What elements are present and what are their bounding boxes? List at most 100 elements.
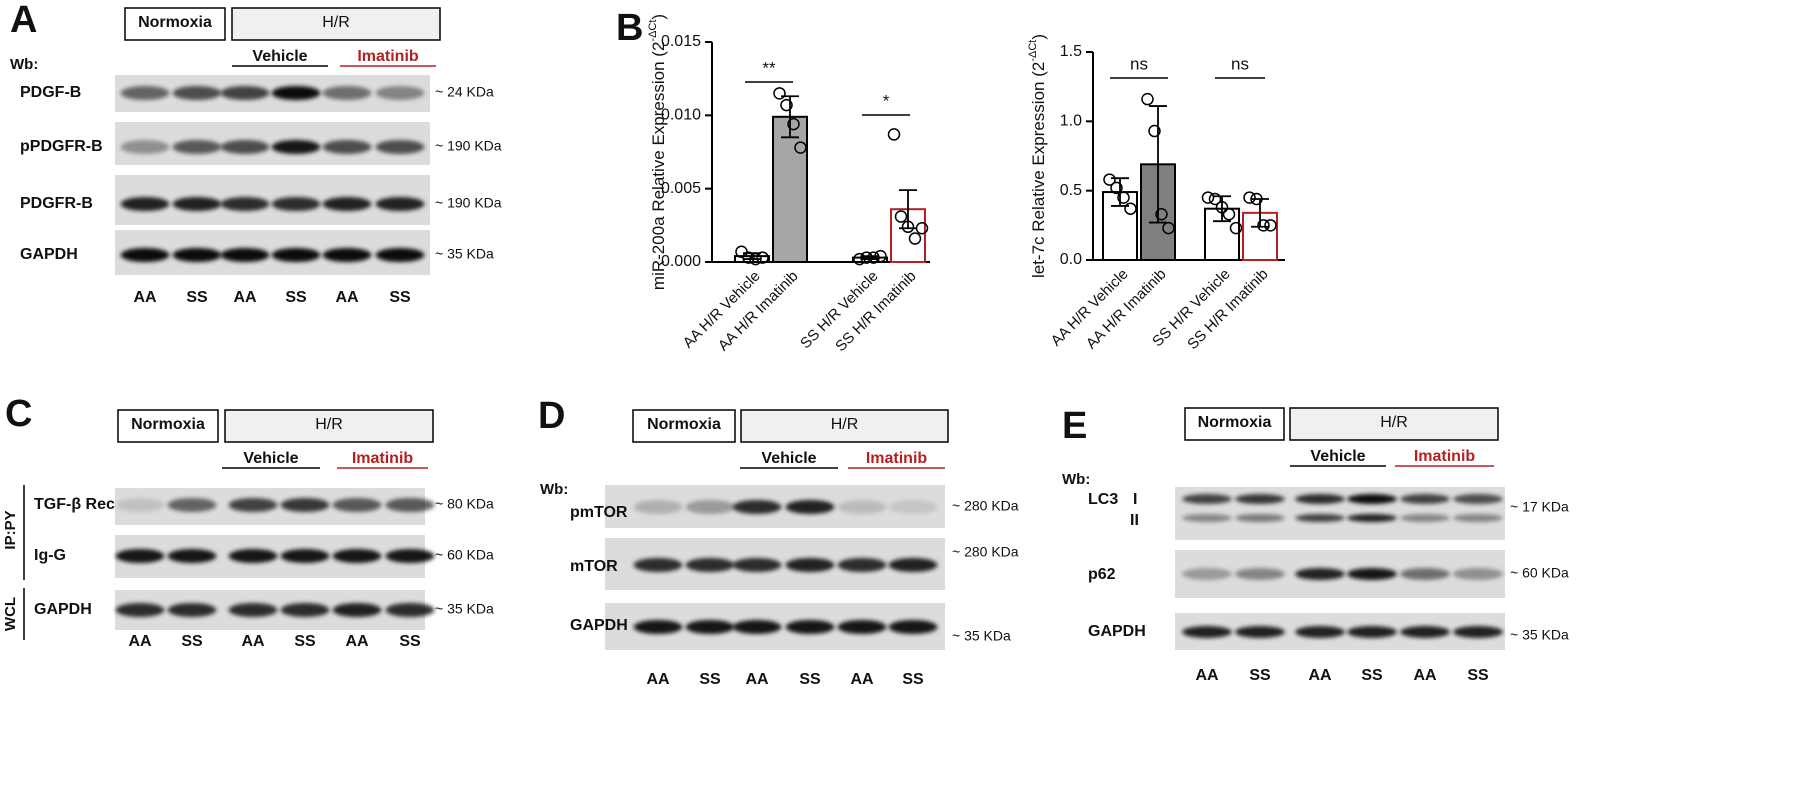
data-point: [1215, 201, 1229, 214]
data-point: [887, 128, 901, 141]
size-label: ~ 190 KDa: [435, 195, 502, 211]
blot-band: [732, 620, 782, 634]
blot-band: [115, 603, 165, 617]
blot-band: [1453, 626, 1503, 638]
blot-band: [1400, 514, 1450, 522]
size-label: ~ 35 KDa: [1510, 627, 1569, 643]
lane-label: SS: [294, 633, 316, 650]
size-label: ~ 17 KDa: [1510, 499, 1569, 515]
data-point: [1162, 221, 1175, 235]
wb-label: Wb:: [10, 56, 38, 73]
vehicle-label: Vehicle: [252, 48, 307, 65]
blot-band: [120, 86, 170, 100]
blot-band: [120, 197, 170, 211]
data-point: [1229, 221, 1243, 235]
blot-band: [837, 558, 887, 572]
data-point: [1141, 92, 1154, 106]
panel-letter: D: [538, 395, 565, 437]
row-label: PDGF-B: [20, 84, 81, 101]
blot-band: [785, 558, 835, 572]
blot-band: [322, 248, 372, 262]
blot-band: [1453, 568, 1503, 580]
blot-band: [280, 549, 330, 563]
significance-label: ns: [1130, 54, 1148, 73]
vehicle-label: Vehicle: [1310, 448, 1365, 465]
data-point: [908, 232, 922, 245]
size-label: ~ 35 KDa: [952, 628, 1011, 644]
blot-band: [322, 86, 372, 100]
normoxia-label: Normoxia: [138, 14, 212, 31]
blot-band: [375, 248, 425, 262]
y-tick-label: 0.0: [1060, 251, 1082, 268]
y-tick-label: 0.5: [1060, 182, 1082, 199]
y-axis-label: miR-200a Relative Expression (2-ΔCt): [647, 14, 669, 290]
lane-label: SS: [399, 633, 421, 650]
side-label: WCL: [2, 597, 19, 631]
data-point: [780, 98, 793, 112]
blot-band: [888, 620, 938, 634]
blot-band: [220, 86, 270, 100]
wb-label: Wb:: [540, 481, 568, 498]
blot-band: [120, 140, 170, 154]
y-label-part: ): [1029, 34, 1048, 40]
blot-band: [685, 620, 735, 634]
data-point: [1124, 202, 1137, 215]
blot-band: [633, 558, 683, 572]
blot-band: [888, 500, 938, 514]
blot-band: [228, 603, 278, 617]
data-point: [853, 252, 866, 266]
blot-band: [837, 620, 887, 634]
blot-band: [280, 603, 330, 617]
lane-label: SS: [181, 633, 203, 650]
data-point: [915, 222, 929, 235]
data-point: [1117, 191, 1130, 204]
hr-box: [224, 409, 434, 443]
blot-band: [375, 86, 425, 100]
imatinib-label: Imatinib: [1414, 448, 1476, 465]
lane-label: SS: [902, 671, 924, 688]
data-point: [1243, 191, 1256, 204]
blot-band: [633, 620, 683, 634]
imatinib-label: Imatinib: [357, 48, 419, 65]
y-label-part: ): [649, 14, 668, 20]
lane-label: AA: [335, 289, 359, 306]
blot-band: [888, 558, 938, 572]
blot-band: [732, 558, 782, 572]
lane-label: SS: [1467, 667, 1489, 684]
bar: [772, 115, 808, 263]
data-point: [901, 220, 915, 234]
size-label: ~ 80 KDa: [435, 496, 494, 512]
normoxia-box: [124, 7, 226, 41]
data-point: [867, 251, 880, 264]
lane-label: AA: [850, 671, 874, 688]
row-label: TGF-β Rec: [34, 496, 115, 513]
lane-label: SS: [186, 289, 208, 306]
blot-band: [1400, 494, 1450, 504]
size-label: ~ 60 KDa: [435, 547, 494, 563]
blot-band: [1295, 626, 1345, 638]
blot-band: [375, 140, 425, 154]
lane-label: AA: [133, 289, 157, 306]
data-point: [1222, 207, 1236, 221]
blot-band: [332, 603, 382, 617]
blot-band: [322, 140, 372, 154]
data-point: [874, 249, 887, 263]
blot-strip: [115, 122, 430, 165]
error-bar: [1213, 195, 1231, 223]
blot-band: [120, 248, 170, 262]
y-tick-label: 1.5: [1060, 43, 1082, 60]
blot-band: [785, 500, 835, 514]
side-label: IP:PY: [2, 510, 19, 549]
row-label: GAPDH: [570, 617, 628, 634]
hr-label: H/R: [322, 14, 350, 31]
row-label: GAPDH: [1088, 623, 1146, 640]
band-label: II: [1130, 512, 1139, 529]
blot-band: [271, 140, 321, 154]
blot-band: [785, 620, 835, 634]
data-point: [794, 141, 807, 154]
blot-band: [1295, 568, 1345, 580]
y-label-part: -ΔCt: [1027, 40, 1039, 62]
blot-band: [1347, 494, 1397, 504]
significance-label: ns: [1231, 54, 1249, 73]
